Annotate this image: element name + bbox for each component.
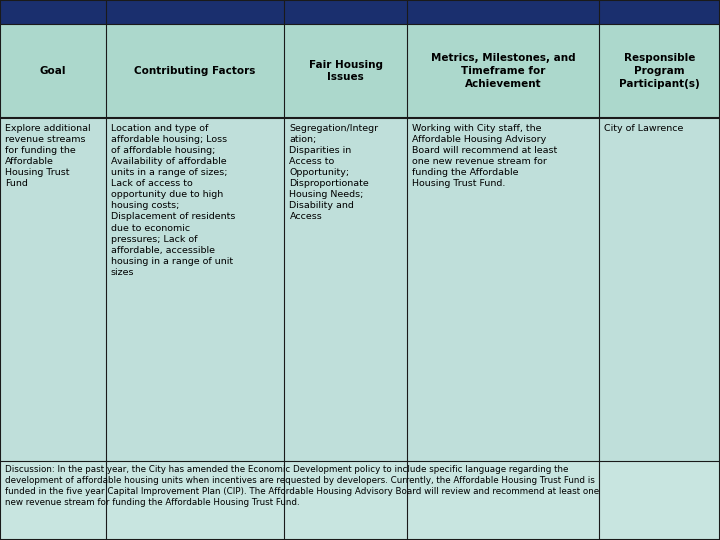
Text: Discussion: In the past year, the City has amended the Economic Development poli: Discussion: In the past year, the City h… bbox=[5, 465, 599, 507]
Bar bbox=[0, 24, 720, 118]
Text: Contributing Factors: Contributing Factors bbox=[135, 66, 256, 76]
Bar bbox=[0, 118, 720, 461]
Text: City of Lawrence: City of Lawrence bbox=[604, 124, 683, 133]
Text: Segregation/Integr
ation;
Disparities in
Access to
Opportunity;
Disproportionate: Segregation/Integr ation; Disparities in… bbox=[289, 124, 379, 221]
Text: Working with City staff, the
Affordable Housing Advisory
Board will recommend at: Working with City staff, the Affordable … bbox=[412, 124, 557, 188]
Text: Goal: Goal bbox=[40, 66, 66, 76]
Text: Explore additional
revenue streams
for funding the
Affordable
Housing Trust
Fund: Explore additional revenue streams for f… bbox=[5, 124, 91, 188]
Text: Fair Housing
Issues: Fair Housing Issues bbox=[309, 59, 382, 83]
Text: Metrics, Milestones, and
Timeframe for
Achievement: Metrics, Milestones, and Timeframe for A… bbox=[431, 53, 575, 89]
Bar bbox=[0, 0, 720, 24]
Text: Responsible
Program
Participant(s): Responsible Program Participant(s) bbox=[619, 53, 700, 89]
Text: Location and type of
affordable housing; Loss
of affordable housing;
Availabilit: Location and type of affordable housing;… bbox=[111, 124, 235, 277]
Bar bbox=[0, 461, 720, 540]
